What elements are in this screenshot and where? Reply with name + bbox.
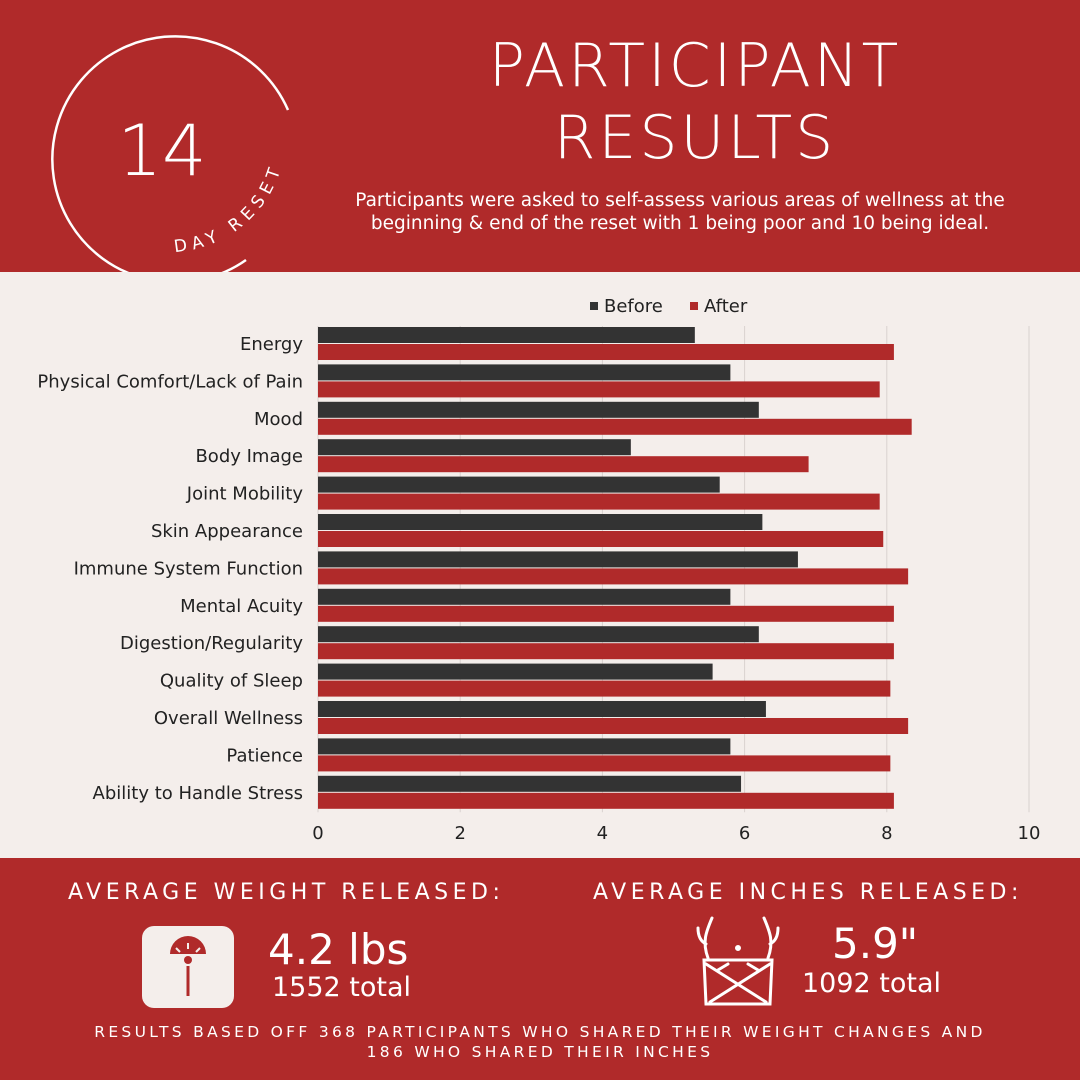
chart-panel: 0 2 4 6 8 10 Energy Physical Comfort/Lack of Pa… bbox=[0, 272, 1080, 858]
page-subtitle: Participants were asked to self-assess v… bbox=[300, 189, 1060, 235]
bar-after bbox=[318, 344, 894, 360]
legend-label-before: Before bbox=[604, 296, 663, 317]
bar-after bbox=[318, 568, 909, 585]
bar-after bbox=[318, 643, 894, 660]
bar-after bbox=[318, 456, 809, 473]
category-label: Immune System Function bbox=[74, 558, 303, 579]
inches-total-value: 1092 total bbox=[802, 968, 942, 999]
bar-after bbox=[318, 418, 912, 435]
footer: AVERAGE WEIGHT RELEASED: AVERAGE INCHES … bbox=[0, 858, 1080, 1080]
bar-before bbox=[318, 775, 742, 792]
footnote-line-1: RESULTS BASED OFF 368 PARTICIPANTS WHO S… bbox=[94, 1023, 986, 1041]
bar-before bbox=[318, 364, 731, 381]
bar-after bbox=[318, 755, 891, 772]
bar-before bbox=[318, 663, 713, 680]
inches-heading: AVERAGE INCHES RELEASED: bbox=[593, 880, 1023, 905]
bar-after bbox=[318, 493, 880, 510]
bar-before bbox=[318, 401, 759, 418]
bar-after bbox=[318, 718, 909, 734]
reset-logo: 14 DAY RESET bbox=[38, 10, 308, 284]
x-tick-label: 4 bbox=[597, 823, 608, 844]
bar-before bbox=[318, 551, 798, 568]
weight-heading: AVERAGE WEIGHT RELEASED: bbox=[68, 880, 505, 905]
x-tick-label: 10 bbox=[1018, 823, 1041, 844]
category-label: Mental Acuity bbox=[180, 596, 303, 617]
title-line-2: RESULTS bbox=[553, 103, 837, 173]
bar-before bbox=[318, 327, 695, 343]
x-tick-label: 0 bbox=[312, 823, 323, 844]
bar-after bbox=[318, 792, 894, 809]
bar-before bbox=[318, 476, 720, 493]
weight-average-value: 4.2 lbs bbox=[268, 925, 409, 974]
scale-icon bbox=[140, 924, 236, 1010]
category-label: Joint Mobility bbox=[186, 484, 304, 505]
bar-before bbox=[318, 439, 631, 456]
category-label: Skin Appearance bbox=[151, 521, 303, 542]
logo-number: 14 bbox=[117, 110, 206, 192]
bar-before bbox=[318, 738, 731, 755]
category-label: Digestion/Regularity bbox=[120, 633, 303, 654]
bar-after bbox=[318, 605, 894, 622]
title-line-1: PARTICIPANT bbox=[488, 31, 902, 101]
header: 14 DAY RESET PARTICIPANT RESULTS Partici… bbox=[0, 0, 1080, 284]
category-label: Overall Wellness bbox=[154, 708, 303, 729]
legend-swatch-after bbox=[690, 302, 698, 310]
bar-after bbox=[318, 531, 884, 547]
category-label: Quality of Sleep bbox=[160, 671, 303, 692]
legend-swatch-before bbox=[590, 302, 598, 310]
subtitle-line-2: beginning & end of the reset with 1 bein… bbox=[370, 213, 990, 234]
subtitle-line-1: Participants were asked to self-assess v… bbox=[355, 190, 1005, 211]
bar-before bbox=[318, 588, 731, 605]
legend-label-after: After bbox=[704, 296, 748, 317]
inches-average-value: 5.9" bbox=[832, 919, 919, 968]
category-label: Body Image bbox=[195, 446, 303, 467]
page-title: PARTICIPANT RESULTS bbox=[330, 30, 1060, 174]
bar-before bbox=[318, 701, 766, 717]
bar-before bbox=[318, 626, 759, 643]
weight-total-value: 1552 total bbox=[272, 972, 412, 1003]
bar-after bbox=[318, 680, 891, 697]
footnote-line-2: 186 WHO SHARED THEIR INCHES bbox=[366, 1043, 714, 1061]
category-label: Energy bbox=[240, 334, 303, 355]
category-label: Patience bbox=[226, 745, 303, 766]
waist-measure-icon bbox=[692, 914, 784, 1010]
x-tick-label: 6 bbox=[739, 823, 750, 844]
bar-after bbox=[318, 381, 880, 398]
footnote: RESULTS BASED OFF 368 PARTICIPANTS WHO S… bbox=[30, 1022, 1050, 1062]
bar-before bbox=[318, 514, 763, 530]
category-label: Mood bbox=[254, 409, 303, 430]
x-tick-label: 8 bbox=[881, 823, 892, 844]
category-label: Physical Comfort/Lack of Pain bbox=[37, 371, 303, 392]
before-after-bar-chart: 0 2 4 6 8 10 Energy Physical Comfort/Lack of Pa… bbox=[37, 296, 1041, 844]
logo-circle-icon: 14 DAY RESET bbox=[51, 35, 290, 284]
category-label: Ability to Handle Stress bbox=[93, 783, 303, 804]
x-tick-label: 2 bbox=[454, 823, 465, 844]
